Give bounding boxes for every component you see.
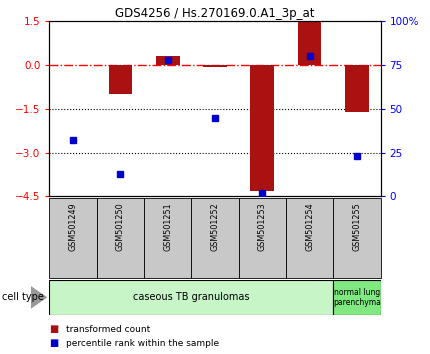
Bar [191,198,239,278]
Bar [49,198,97,278]
Bar [286,198,333,278]
Text: GSM501252: GSM501252 [211,202,219,251]
Text: GSM501253: GSM501253 [258,202,267,251]
Text: ■: ■ [49,338,59,348]
Bar [108,65,132,94]
Text: ■: ■ [49,324,59,334]
Text: cell type: cell type [2,292,44,302]
Text: GSM501250: GSM501250 [116,202,125,251]
Text: normal lung
parenchyma: normal lung parenchyma [333,288,381,307]
Title: GDS4256 / Hs.270169.0.A1_3p_at: GDS4256 / Hs.270169.0.A1_3p_at [115,7,315,20]
Text: GSM501249: GSM501249 [69,202,77,251]
Bar [49,280,333,315]
Bar [156,56,180,65]
Text: percentile rank within the sample: percentile rank within the sample [66,339,219,348]
Text: caseous TB granulomas: caseous TB granulomas [133,292,249,302]
Text: GSM501254: GSM501254 [305,202,314,251]
Bar [203,65,227,67]
Bar [345,65,369,112]
Bar [250,65,274,190]
Bar [298,21,321,65]
Text: transformed count: transformed count [66,325,150,334]
Bar [333,198,381,278]
Polygon shape [31,286,47,309]
Text: GSM501251: GSM501251 [163,202,172,251]
Bar [333,280,381,315]
Bar [97,198,144,278]
Text: GSM501255: GSM501255 [353,202,361,251]
Bar [144,198,191,278]
Bar [239,198,286,278]
